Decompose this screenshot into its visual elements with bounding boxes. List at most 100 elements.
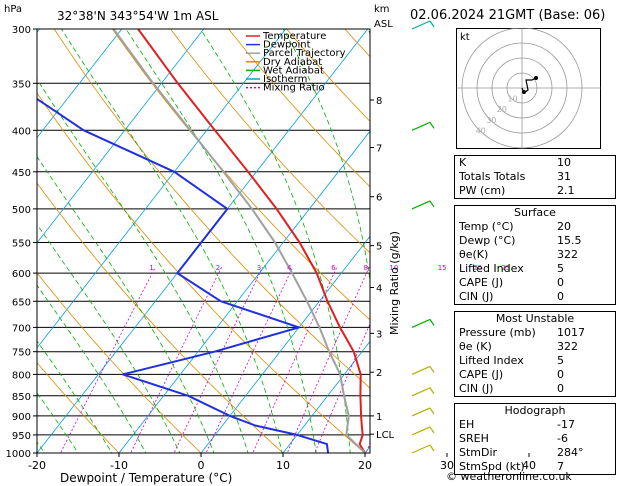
- basic-indices-box: K 10 Totals Totals 31 PW (cm) 2.1: [454, 155, 616, 199]
- storm-motion-marker: [522, 90, 526, 94]
- km-unit: km: [374, 4, 390, 15]
- wet-adiabat: [37, 392, 79, 453]
- pressure-tick-label: 950: [12, 431, 31, 442]
- index-label: PW (cm): [459, 184, 506, 197]
- index-label: Dewp (°C): [459, 234, 516, 247]
- wind-barb-flag: [429, 407, 435, 415]
- wet-adiabat: [37, 340, 113, 453]
- hodograph-ring-label: 10: [507, 95, 517, 104]
- wind-barb-flag: [429, 20, 435, 28]
- index-row: CAPE (J) 0: [455, 276, 615, 290]
- wind-barb-flag: [429, 426, 435, 434]
- index-label: Totals Totals: [459, 170, 526, 183]
- pressure-tick-label: 600: [12, 269, 31, 280]
- index-label: Lifted Index: [459, 354, 524, 367]
- temperature-tick-label: 30: [440, 459, 454, 472]
- index-value: 2.1: [557, 184, 575, 197]
- mixing-ratio-line: [252, 267, 338, 453]
- index-value: 5: [557, 262, 564, 275]
- height-tick-label: 3: [376, 329, 382, 340]
- surface-title: Surface: [514, 206, 556, 219]
- dry-adiabat: [622, 0, 629, 470]
- temperature-tick-label: 10: [276, 459, 290, 472]
- wind-barb: [411, 426, 431, 436]
- temperature-tick-label: -10: [110, 459, 128, 472]
- index-row: Temp (°C) 20: [455, 220, 615, 234]
- index-value: 7: [557, 460, 564, 473]
- index-row: Pressure (mb) 1017: [455, 326, 615, 340]
- pressure-tick-label: 500: [12, 205, 31, 216]
- wet-adiabat: [37, 78, 249, 453]
- legend-item: Wet Adiabat: [263, 65, 324, 76]
- axes: 1 2 3 4 6 8 10 15 20 2530035040045050055060065070…: [6, 25, 536, 472]
- index-value: 0: [557, 382, 564, 395]
- wet-adiabat: [37, 223, 181, 453]
- dewpoint-line: [37, 97, 330, 453]
- dry-adiabat: [37, 182, 284, 453]
- wind-barb: [411, 444, 431, 454]
- height-tick-label: LCL: [376, 430, 395, 441]
- isotherm: [118, 130, 370, 453]
- mixing-ratio-label: 25: [501, 264, 510, 272]
- index-row: Totals Totals 31: [455, 170, 615, 184]
- mixing-ratio-line: [130, 267, 222, 453]
- legend-item: Dry Adiabat: [263, 57, 322, 68]
- index-value: 322: [557, 248, 578, 261]
- date-label: 02.06.2024 21GMT (Base: 06): [410, 8, 606, 23]
- index-value: 10: [557, 156, 571, 169]
- dry-adiabat: [37, 92, 366, 453]
- wind-barb: [411, 365, 431, 375]
- index-value: -6: [557, 432, 568, 445]
- index-label: StmDir: [459, 446, 498, 459]
- parcel-trajectory-line: [112, 29, 366, 453]
- legend-item: Parcel Trajectory: [263, 48, 346, 59]
- index-row: θe (K) 322: [455, 340, 615, 354]
- legend-item: Mixing Ratio: [263, 83, 325, 94]
- location-label: 32°38'N 343°54'W 1m ASL: [57, 9, 219, 23]
- mixing-ratio-line: [173, 267, 263, 453]
- background-lines: [37, 0, 629, 470]
- mixing-ratio-label: 4: [287, 264, 292, 272]
- index-value: 0: [557, 290, 564, 303]
- index-value: 0: [557, 276, 564, 289]
- pressure-tick-label: 400: [12, 126, 31, 137]
- height-tick-label: 7: [376, 143, 382, 154]
- pressure-tick-label: 650: [12, 297, 31, 308]
- mixing-ratio-line: [60, 267, 156, 453]
- index-row: Lifted Index 5: [455, 354, 615, 368]
- index-label: CAPE (J): [459, 368, 504, 381]
- pressure-unit: hPa: [4, 4, 22, 15]
- pressure-tick-label: 350: [12, 79, 31, 90]
- index-row: StmSpd (kt) 7: [455, 460, 615, 474]
- legend-item: Isotherm: [263, 74, 307, 85]
- index-row: CIN (J) 0: [455, 290, 615, 304]
- index-label: K: [459, 156, 467, 169]
- surface-box: Surface Temp (°C) 20 Dewp (°C) 15.5 θe(K) 322…: [454, 205, 616, 305]
- index-label: Temp (°C): [459, 220, 514, 233]
- height-tick-label: 5: [376, 242, 382, 253]
- isotherm: [282, 340, 370, 453]
- mixing-ratio-line: [205, 267, 294, 453]
- index-value: 20: [557, 220, 571, 233]
- mixing-ratio-label: 15: [438, 264, 447, 272]
- temperature-line: [137, 29, 366, 453]
- isotherm: [37, 29, 287, 349]
- wind-barb-flag: [429, 444, 435, 452]
- temperature-tick-label: -20: [28, 459, 46, 472]
- wind-barbs: [411, 20, 435, 454]
- wet-adiabat: [282, 29, 370, 283]
- isotherm: [37, 29, 369, 453]
- wind-barb: [411, 200, 431, 210]
- wind-barb-flag: [429, 319, 435, 326]
- legend-item: Temperature: [262, 31, 326, 42]
- wet-adiabat: [37, 155, 215, 453]
- temperature-tick-label: 0: [198, 459, 205, 472]
- mixing-ratio-axis-label: Mixing Ratio (g/kg): [388, 231, 401, 335]
- mixing-ratio-label: 1: [149, 264, 153, 272]
- dry-adiabat: [170, 29, 370, 254]
- index-label: CAPE (J): [459, 276, 504, 289]
- pressure-tick-label: 850: [12, 392, 31, 403]
- mixing-ratio-line: [365, 441, 370, 453]
- index-row: StmDir 284°: [455, 446, 615, 460]
